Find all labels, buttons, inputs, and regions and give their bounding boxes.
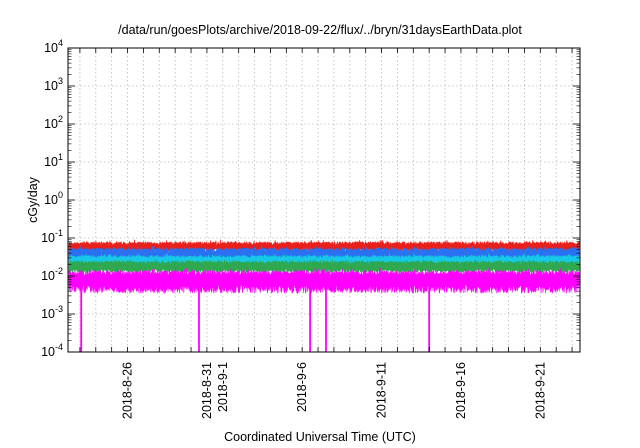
y-tick-label: 100: [44, 190, 63, 207]
tick-labels: 10-4 10-3 10-2 10-1 100 101 102 103 104 2018-8-26…: [41, 38, 547, 419]
axes-frame: [67, 47, 581, 353]
y-tick-label: 103: [44, 76, 63, 93]
y-tick-label: 10-4: [41, 342, 63, 359]
x-tick-label: 2018-9-21: [533, 362, 547, 419]
x-axis-label: Coordinated Universal Time (UTC): [224, 430, 416, 444]
x-tick-label: 2018-9-6: [295, 362, 309, 412]
x-tick-label: 2018-8-31: [200, 362, 214, 419]
y-tick-label: 101: [44, 152, 63, 169]
chart-title: /data/run/goesPlots/archive/2018-09-22/f…: [118, 23, 522, 37]
plot-frame: [67, 47, 581, 353]
x-tick-label: 2018-8-26: [121, 362, 135, 419]
series-band: [68, 267, 580, 295]
y-tick-label: 102: [44, 114, 63, 131]
plot-area: [68, 239, 580, 352]
y-tick-label: 10-3: [41, 304, 63, 321]
y-tick-label: 10-1: [41, 228, 63, 245]
y-tick-label: 104: [44, 38, 63, 55]
x-tick-label: 2018-9-16: [454, 362, 468, 419]
grid: [68, 48, 580, 352]
x-tick-label: 2018-9-1: [216, 362, 230, 412]
x-tick-label: 2018-9-11: [375, 362, 389, 418]
y-tick-label: 10-2: [41, 266, 63, 283]
